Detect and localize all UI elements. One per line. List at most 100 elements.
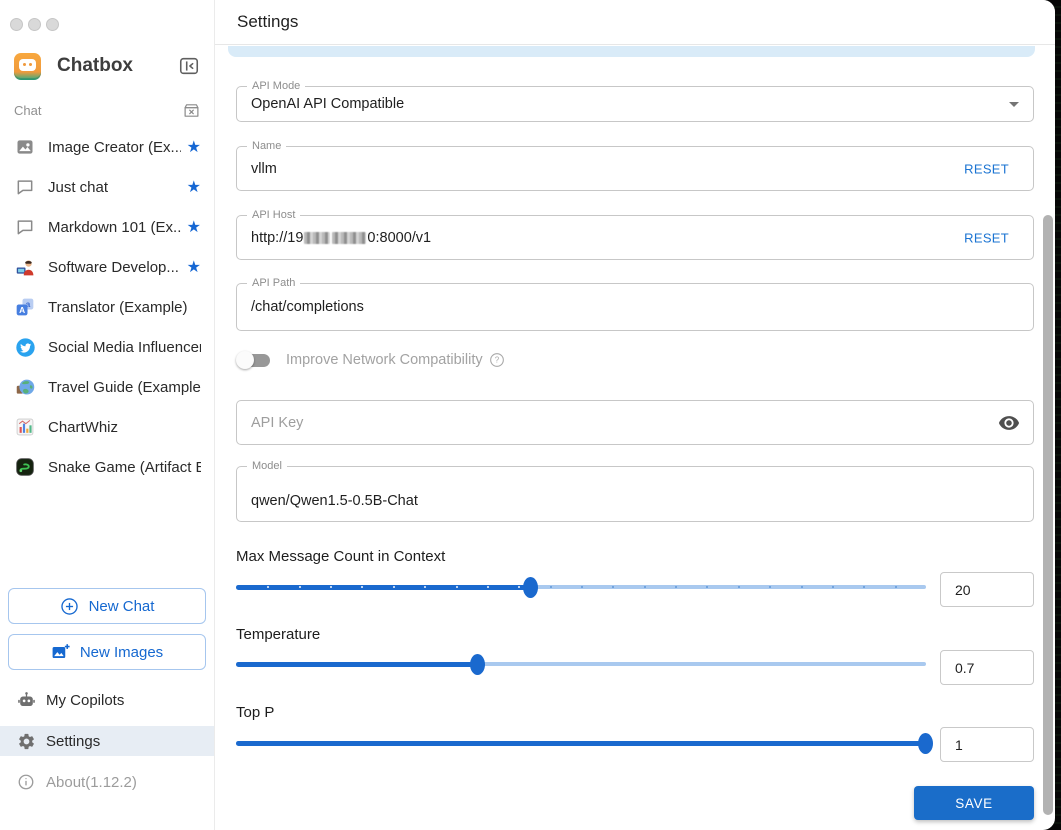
slider-thumb[interactable] xyxy=(469,654,485,675)
chat-item-software-developer[interactable]: Software Develop... ★ xyxy=(0,247,214,287)
name-reset-button[interactable]: RESET xyxy=(964,161,1009,176)
chat-item-snake-game[interactable]: Snake Game (Artifact E... xyxy=(0,447,214,487)
bar-chart-icon xyxy=(14,416,36,438)
slider-tick xyxy=(518,586,521,588)
window-controls xyxy=(10,18,59,31)
redacted-text xyxy=(332,231,367,244)
slider-tick xyxy=(581,586,583,588)
slider-tick xyxy=(769,586,772,588)
model-value: qwen/Qwen1.5-0.5B-Chat xyxy=(251,493,418,509)
max-message-count-label: Max Message Count in Context xyxy=(236,548,446,565)
max-message-count-input[interactable]: 20 xyxy=(940,572,1034,607)
settings-header: Settings xyxy=(215,0,1055,45)
slider-tick xyxy=(298,586,301,588)
api-mode-select[interactable]: API Mode OpenAI API Compatible xyxy=(236,80,1034,122)
api-path-label: API Path xyxy=(247,277,301,289)
save-button[interactable]: SAVE xyxy=(914,786,1034,820)
chat-section-header: Chat xyxy=(14,101,200,119)
chat-item-social-media-influencer[interactable]: Social Media Influencer ... xyxy=(0,327,214,367)
slider-thumb[interactable] xyxy=(522,577,538,598)
chat-item-chartwhiz[interactable]: ChartWhiz xyxy=(0,407,214,447)
visibility-eye-icon[interactable] xyxy=(998,412,1020,434)
model-field[interactable]: Model qwen/Qwen1.5-0.5B-Chat xyxy=(236,460,1034,522)
info-icon xyxy=(16,772,36,792)
star-icon[interactable]: ★ xyxy=(186,219,201,236)
settings-panel: Settings API Mode OpenAI API Compatible … xyxy=(215,0,1055,830)
name-field[interactable]: Name vllm RESET xyxy=(236,140,1034,191)
slider-tick xyxy=(330,586,333,588)
page-title: Settings xyxy=(237,12,299,31)
star-icon[interactable]: ★ xyxy=(186,179,201,196)
chat-item-travel-guide[interactable]: Travel Guide (Example) xyxy=(0,367,214,407)
twitter-icon xyxy=(14,336,36,358)
sidebar-item-settings[interactable]: Settings xyxy=(0,726,214,756)
app-brand: Chatbox xyxy=(14,52,200,80)
sidebar-item-about[interactable]: About(1.12.2) xyxy=(0,767,214,797)
settings-label: Settings xyxy=(46,732,101,750)
top-p-label: Top P xyxy=(236,704,275,721)
window-minimize-button[interactable] xyxy=(28,18,41,31)
robot-icon xyxy=(16,690,36,710)
clear-chats-icon[interactable] xyxy=(183,102,200,119)
sidebar: Chatbox Chat Image Creator (Ex... ★ xyxy=(0,0,215,830)
star-icon[interactable]: ★ xyxy=(186,139,201,156)
chat-bubble-icon xyxy=(14,216,36,238)
max-message-count-slider[interactable] xyxy=(236,575,926,599)
new-images-label: New Images xyxy=(79,643,164,661)
api-path-field[interactable]: API Path /chat/completions xyxy=(236,277,1034,331)
chat-item-just-chat[interactable]: Just chat ★ xyxy=(0,167,214,207)
window-zoom-button[interactable] xyxy=(46,18,59,31)
window-close-button[interactable] xyxy=(10,18,23,31)
app-title: Chatbox xyxy=(57,55,133,76)
temperature-slider[interactable] xyxy=(236,652,926,676)
name-value: vllm xyxy=(251,160,277,177)
new-chat-label: New Chat xyxy=(88,597,155,615)
api-host-field[interactable]: API Host http://19 0:8000/v1 RESET xyxy=(236,209,1034,260)
about-label: About(1.12.2) xyxy=(46,773,137,791)
top-p-input[interactable]: 1 xyxy=(940,727,1034,762)
slider-tick xyxy=(863,586,866,588)
svg-text:?: ? xyxy=(494,356,499,365)
slider-tick xyxy=(831,586,834,588)
star-icon[interactable]: ★ xyxy=(186,259,201,276)
collapse-sidebar-icon[interactable] xyxy=(178,55,200,77)
svg-text:a: a xyxy=(26,299,31,309)
slider-tick xyxy=(424,586,427,588)
api-mode-label: API Mode xyxy=(247,80,306,92)
api-host-reset-button[interactable]: RESET xyxy=(964,230,1009,245)
model-label: Model xyxy=(247,460,287,472)
redacted-text xyxy=(304,231,331,244)
slider-tick xyxy=(612,586,615,588)
chat-list: Image Creator (Ex... ★ Just chat ★ Markd… xyxy=(0,127,214,487)
chat-section-label: Chat xyxy=(14,102,42,118)
new-chat-button[interactable]: New Chat xyxy=(8,588,206,624)
slider-tick xyxy=(361,586,364,588)
globe-icon xyxy=(14,376,36,398)
temperature-input[interactable]: 0.7 xyxy=(940,650,1034,685)
api-host-value: http://19 0:8000/v1 xyxy=(251,229,432,246)
help-icon[interactable]: ? xyxy=(489,352,505,368)
slider-tick xyxy=(706,586,709,588)
new-images-button[interactable]: New Images xyxy=(8,634,206,670)
vertical-scrollbar[interactable] xyxy=(1043,215,1053,815)
network-compatibility-label: Improve Network Compatibility xyxy=(286,352,483,368)
chat-item-markdown-101[interactable]: Markdown 101 (Ex... ★ xyxy=(0,207,214,247)
sidebar-item-my-copilots[interactable]: My Copilots xyxy=(0,685,214,715)
api-key-placeholder: API Key xyxy=(251,414,304,431)
network-compatibility-toggle[interactable] xyxy=(236,350,276,370)
chat-bubble-icon xyxy=(14,176,36,198)
image-icon xyxy=(14,136,36,158)
api-mode-value: OpenAI API Compatible xyxy=(251,96,405,112)
plus-circle-icon xyxy=(60,597,79,616)
api-key-field[interactable]: API Key xyxy=(236,400,1034,445)
top-p-slider[interactable] xyxy=(236,731,933,755)
snake-icon xyxy=(14,456,36,478)
gear-icon xyxy=(16,731,36,751)
scrolled-alert-strip xyxy=(228,46,1035,57)
chat-item-image-creator[interactable]: Image Creator (Ex... ★ xyxy=(0,127,214,167)
slider-thumb[interactable] xyxy=(917,733,933,754)
slider-tick xyxy=(737,586,740,588)
